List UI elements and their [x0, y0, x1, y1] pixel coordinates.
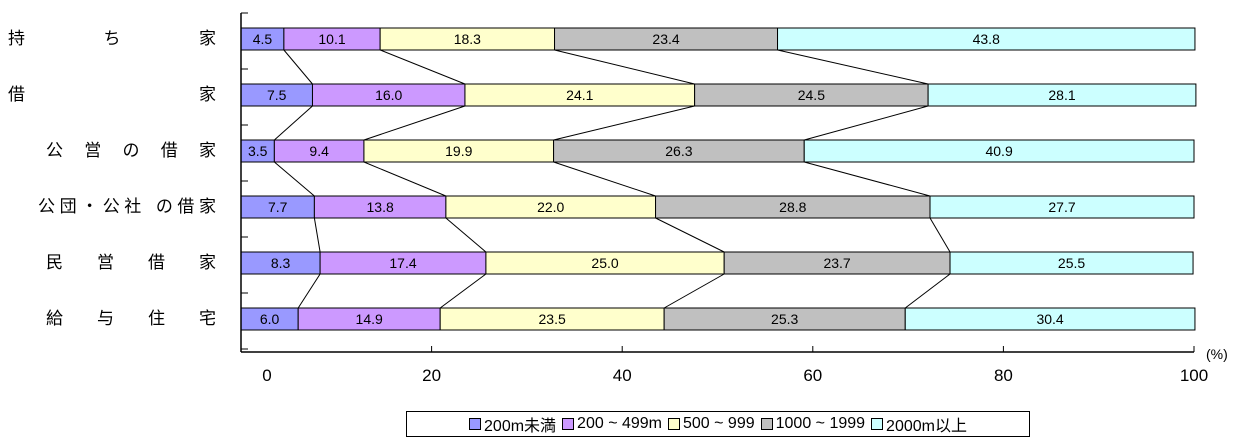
connector-line: [804, 105, 929, 141]
x-tick-label: 40: [613, 366, 632, 385]
connector-line: [553, 161, 656, 197]
connector-line: [777, 49, 929, 85]
x-tick-label: 80: [994, 366, 1013, 385]
data-label: 8.3: [271, 255, 291, 271]
data-label: 25.5: [1058, 255, 1085, 271]
data-label: 7.5: [267, 87, 287, 103]
legend-swatch: [871, 418, 884, 430]
data-label: 27.7: [1048, 199, 1075, 215]
data-label: 3.5: [248, 143, 268, 159]
data-label: 25.0: [591, 255, 618, 271]
legend-swatch: [760, 418, 773, 430]
data-label: 7.7: [268, 199, 288, 215]
data-label: 14.9: [356, 311, 383, 327]
connector-line: [929, 217, 951, 253]
legend-item: 1000 ~ 1999: [760, 415, 866, 433]
legend-item: 200m未満: [469, 412, 556, 436]
data-label: 24.5: [798, 87, 825, 103]
legend-label: 2000m以上: [886, 418, 967, 435]
connector-line: [554, 49, 695, 85]
bar-segment: [904, 307, 1196, 331]
connector-line: [274, 105, 313, 141]
data-label: 6.0: [260, 311, 280, 327]
bar-segment: [929, 195, 1195, 219]
category-label: 民 営 借 家: [46, 253, 216, 273]
bar-segment: [927, 83, 1197, 107]
connector-line: [363, 161, 447, 197]
data-label: 23.5: [539, 311, 566, 327]
stacked-bar-chart: 4.5 10.1 18.3 23.4 43.8 7.5 16.0 24.1 24.5 28.1 3.…: [240, 12, 1228, 385]
connector-line: [283, 49, 313, 85]
data-label: 40.9: [985, 143, 1012, 159]
bar-segment: [777, 27, 1196, 51]
connector-line: [655, 217, 725, 253]
category-label: 給 与 住 宅: [46, 309, 216, 329]
category-label: 借 家: [8, 85, 216, 105]
data-label: 23.7: [823, 255, 850, 271]
data-label: 30.4: [1036, 311, 1063, 327]
data-label: 4.5: [253, 31, 273, 47]
data-label: 16.0: [375, 87, 402, 103]
x-axis-unit: (%): [1206, 346, 1228, 362]
legend-label: 200 ~ 499m: [577, 415, 662, 432]
data-label: 43.8: [973, 31, 1000, 47]
data-label: 28.8: [779, 199, 806, 215]
legend-item: 200 ~ 499m: [562, 415, 662, 433]
connector-line: [313, 217, 321, 253]
connector-line: [274, 161, 315, 197]
legend-label: 500 ~ 999: [683, 415, 755, 432]
connector-line: [804, 161, 931, 197]
data-label: 9.4: [309, 143, 329, 159]
data-label: 19.9: [445, 143, 472, 159]
data-label: 26.3: [665, 143, 692, 159]
legend-swatch: [469, 418, 482, 430]
connector-line: [439, 273, 487, 309]
category-label: 公 営 の 借 家: [46, 141, 216, 161]
connector-line: [363, 105, 466, 141]
x-tick-label: 60: [803, 366, 822, 385]
data-label: 22.0: [537, 199, 564, 215]
connector-line: [445, 217, 487, 253]
data-label: 13.8: [367, 199, 394, 215]
data-label: 24.1: [566, 87, 593, 103]
chart-legend: 200m未満 200 ~ 499m 500 ~ 999 1000 ~ 1999 2000…: [406, 411, 1030, 437]
legend-item: 2000m以上: [871, 412, 967, 436]
legend-item: 500 ~ 999: [668, 415, 755, 433]
legend-swatch: [562, 418, 575, 430]
x-tick-label: 0: [262, 366, 271, 385]
x-tick-label: 20: [422, 366, 441, 385]
x-tick-label: 100: [1180, 366, 1208, 385]
category-label: 持 ち 家: [8, 29, 216, 49]
legend-label: 1000 ~ 1999: [775, 415, 866, 432]
legend-label: 200m未満: [484, 418, 557, 435]
data-label: 28.1: [1048, 87, 1075, 103]
legend-swatch: [668, 418, 680, 430]
data-label: 25.3: [771, 311, 798, 327]
connector-line: [297, 273, 321, 309]
connector-line: [379, 49, 466, 85]
bar-segment: [803, 139, 1195, 163]
data-label: 18.3: [454, 31, 481, 47]
data-label: 17.4: [389, 255, 416, 271]
category-label: 公団・公社 の借家: [38, 197, 216, 217]
connector-line: [553, 105, 695, 141]
connector-line: [904, 273, 951, 309]
data-label: 23.4: [652, 31, 679, 47]
bar-segment: [949, 251, 1194, 275]
data-label: 10.1: [318, 31, 345, 47]
connector-line: [663, 273, 725, 309]
